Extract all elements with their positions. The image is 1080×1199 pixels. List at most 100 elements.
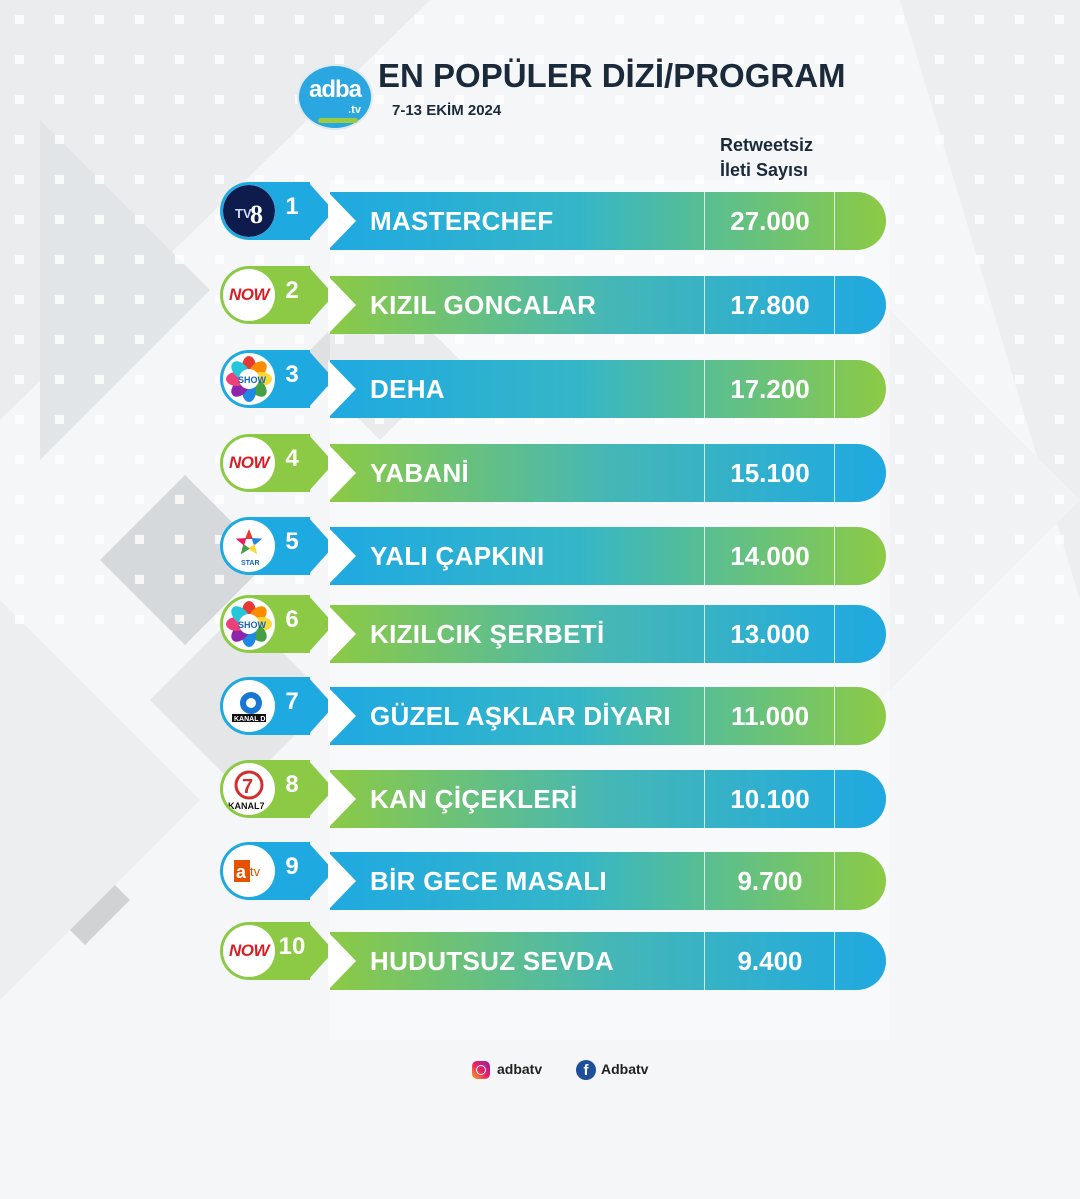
svg-text:STAR: STAR bbox=[241, 560, 260, 567]
program-bar bbox=[330, 444, 886, 502]
svg-text:KANAL D: KANAL D bbox=[234, 716, 265, 723]
program-name: HUDUTSUZ SEVDA bbox=[370, 946, 614, 976]
column-divider bbox=[704, 276, 705, 334]
svg-text:tv: tv bbox=[250, 864, 261, 879]
post-count: 14.000 bbox=[730, 541, 810, 571]
post-count: 9.700 bbox=[737, 866, 803, 896]
column-divider bbox=[834, 852, 835, 910]
column-header: Retweetsiz İleti Sayısı bbox=[720, 133, 813, 183]
svg-text:8: 8 bbox=[250, 200, 263, 229]
program-name: GÜZEL AŞKLAR DİYARI bbox=[370, 701, 671, 731]
column-divider bbox=[704, 852, 705, 910]
column-divider bbox=[834, 360, 835, 418]
program-bar bbox=[330, 770, 886, 828]
column-divider bbox=[834, 192, 835, 250]
svg-text:TV: TV bbox=[235, 206, 252, 221]
rank-number: 10 bbox=[278, 933, 306, 960]
rank-number: 2 bbox=[285, 277, 299, 304]
now-logo: NOW bbox=[223, 925, 275, 977]
kanal7-logo: 7 KANAL7 bbox=[223, 763, 275, 815]
page-title: EN POPÜLER DİZİ/PROGRAM bbox=[378, 57, 846, 94]
program-name: KIZILCIK ŞERBETİ bbox=[370, 619, 605, 649]
bar-notch bbox=[328, 444, 356, 502]
ranking-row: NOW 4 YABANİ 15.100 bbox=[220, 434, 890, 506]
program-bar bbox=[330, 852, 886, 910]
post-count: 17.200 bbox=[730, 374, 810, 404]
date-range: 7-13 EKİM 2024 bbox=[392, 102, 502, 119]
column-divider bbox=[704, 192, 705, 250]
ranking-row: STAR 5 YALI ÇAPKINI 14.000 bbox=[220, 517, 890, 589]
column-divider bbox=[834, 770, 835, 828]
logo-accent-bar bbox=[318, 118, 358, 123]
column-divider bbox=[834, 444, 835, 502]
column-header-line1: Retweetsiz bbox=[720, 135, 814, 155]
post-count: 13.000 bbox=[730, 619, 810, 649]
program-bar bbox=[330, 932, 886, 990]
ranking-row: TV 8 1 MASTERCHEF 27.000 bbox=[220, 182, 890, 254]
ranking-row: SHOW 6 KIZILCIK ŞERBETİ 13.000 bbox=[220, 595, 890, 667]
ranking-row: NOW 10 HUDUTSUZ SEVDA 9.400 bbox=[220, 922, 890, 994]
post-count: 17.800 bbox=[730, 290, 810, 320]
bar-notch bbox=[328, 276, 356, 334]
ranking-row: SHOW 3 DEHA 17.200 bbox=[220, 350, 890, 422]
bar-notch bbox=[328, 192, 356, 250]
rank-number: 7 bbox=[285, 688, 299, 715]
rank-number: 4 bbox=[285, 445, 299, 472]
instagram-handle: adbatv bbox=[497, 1061, 543, 1077]
rank-number: 9 bbox=[285, 853, 299, 880]
ranking-row: a tv 9 BİR GECE MASALI 9.700 bbox=[220, 842, 890, 914]
post-count: 9.400 bbox=[737, 946, 803, 976]
program-name: MASTERCHEF bbox=[370, 206, 554, 236]
show-tv-logo: SHOW bbox=[223, 598, 275, 650]
facebook-handle: Adbatv bbox=[601, 1061, 649, 1077]
program-name: YABANİ bbox=[370, 458, 470, 488]
bar-notch bbox=[328, 852, 356, 910]
svg-text:SHOW: SHOW bbox=[238, 620, 267, 630]
program-bar bbox=[330, 687, 886, 745]
rank-number: 6 bbox=[285, 606, 299, 633]
program-bar bbox=[330, 360, 886, 418]
column-divider bbox=[834, 932, 835, 990]
post-count: 27.000 bbox=[730, 206, 810, 236]
rank-number: 3 bbox=[285, 361, 299, 388]
ranking-row: NOW 2 KIZIL GONCALAR 17.800 bbox=[220, 266, 890, 338]
rank-number: 8 bbox=[285, 771, 299, 798]
column-divider bbox=[704, 360, 705, 418]
program-bar bbox=[330, 192, 886, 250]
show-tv-logo: SHOW bbox=[223, 353, 275, 405]
column-divider bbox=[834, 276, 835, 334]
column-divider bbox=[704, 444, 705, 502]
kanal-d-logo: KANAL D bbox=[223, 680, 275, 732]
bar-notch bbox=[328, 605, 356, 663]
post-count: 10.100 bbox=[730, 784, 810, 814]
ranking-row: 7 KANAL7 8 KAN ÇİÇEKLERİ 10.100 bbox=[220, 760, 890, 832]
svg-text:7: 7 bbox=[242, 776, 253, 798]
instagram-icon bbox=[472, 1061, 490, 1079]
column-divider bbox=[704, 932, 705, 990]
program-bar bbox=[330, 527, 886, 585]
post-count: 15.100 bbox=[730, 458, 810, 488]
rank-number: 1 bbox=[285, 193, 299, 220]
post-count: 11.000 bbox=[730, 701, 810, 731]
logo-sub-text: .tv bbox=[348, 104, 361, 116]
star-tv-logo: STAR bbox=[223, 520, 275, 572]
program-name: YALI ÇAPKINI bbox=[370, 541, 545, 571]
column-divider bbox=[834, 527, 835, 585]
column-divider bbox=[704, 605, 705, 663]
program-name: BİR GECE MASALI bbox=[370, 866, 608, 896]
now-logo: NOW bbox=[223, 437, 275, 489]
facebook-icon: f bbox=[576, 1060, 596, 1080]
bar-notch bbox=[328, 932, 356, 990]
bar-notch bbox=[328, 770, 356, 828]
program-name: KIZIL GONCALAR bbox=[370, 290, 597, 320]
logo-text: adba bbox=[308, 76, 362, 103]
bar-notch bbox=[328, 527, 356, 585]
ranking-row: KANAL D 7 GÜZEL AŞKLAR DİYARI 11.000 bbox=[220, 677, 890, 749]
now-logo: NOW bbox=[223, 269, 275, 321]
column-divider bbox=[704, 527, 705, 585]
bar-notch bbox=[328, 687, 356, 745]
tv8-logo: TV 8 bbox=[223, 185, 275, 237]
column-divider bbox=[834, 687, 835, 745]
program-bar bbox=[330, 276, 886, 334]
program-name: DEHA bbox=[370, 374, 445, 404]
